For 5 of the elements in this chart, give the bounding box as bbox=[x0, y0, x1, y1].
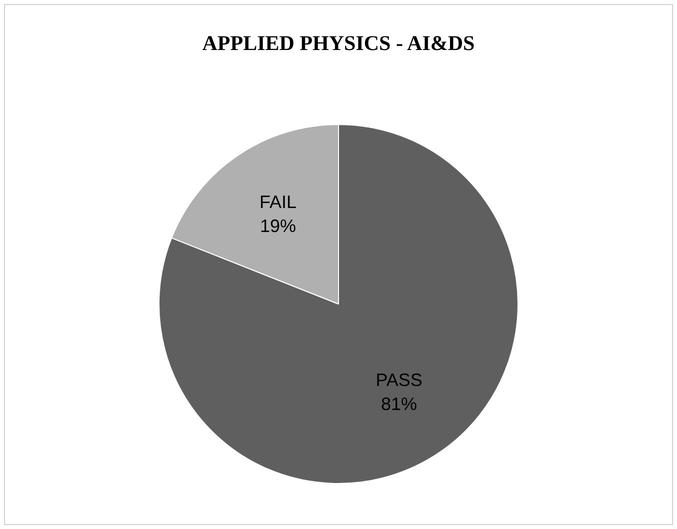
data-label: 19% bbox=[260, 216, 296, 236]
slice-label: FAIL bbox=[259, 192, 296, 212]
data-label: 81% bbox=[381, 394, 418, 414]
chart-title: APPLIED PHYSICS - AI&DS bbox=[201, 31, 476, 56]
slice-label: PASS bbox=[376, 370, 422, 390]
